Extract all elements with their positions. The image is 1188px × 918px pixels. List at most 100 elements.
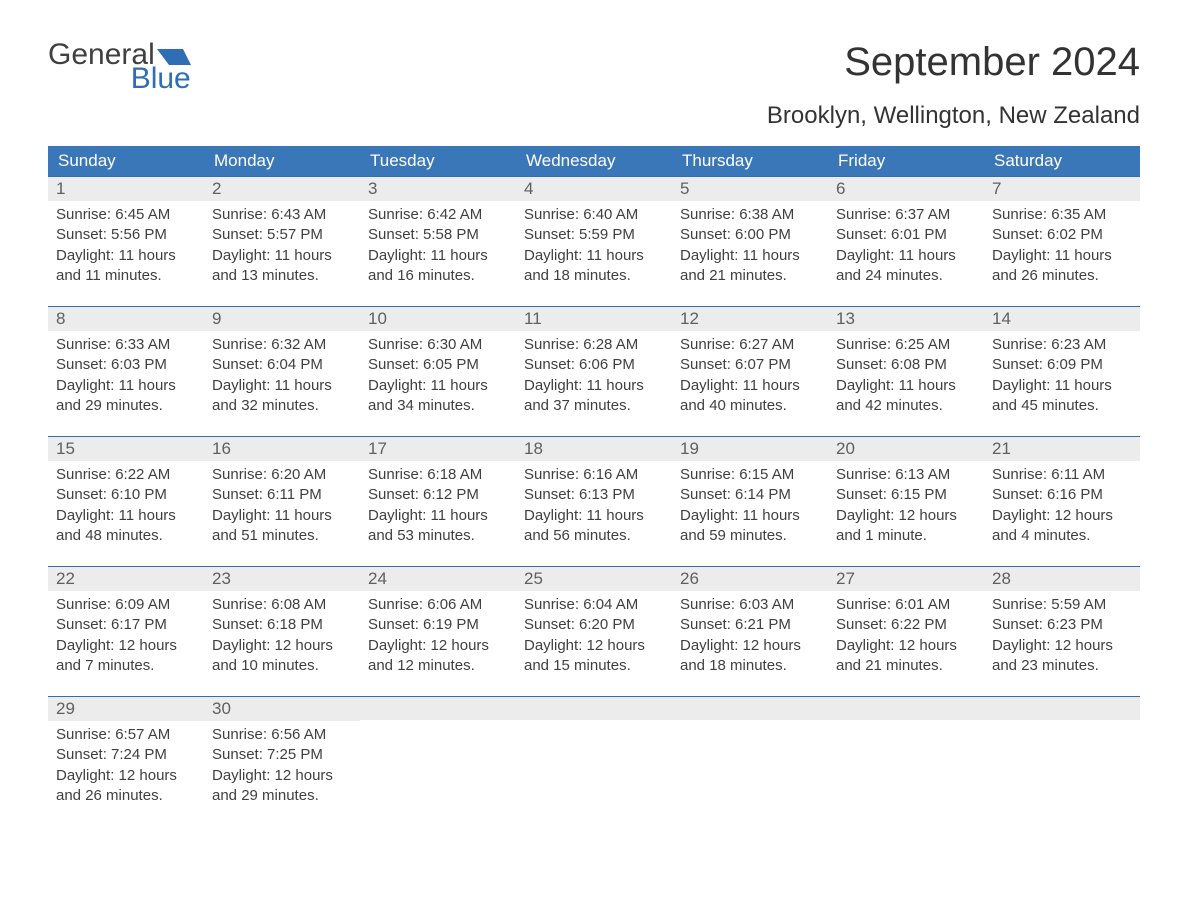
day-details: Sunrise: 6:35 AMSunset: 6:02 PMDaylight:… (984, 201, 1140, 290)
weekday-saturday: Saturday (984, 146, 1140, 176)
sunset-line: Sunset: 6:06 PM (524, 355, 664, 375)
calendar-cell (360, 696, 516, 826)
sunrise-line: Sunrise: 6:09 AM (56, 595, 196, 615)
day-details: Sunrise: 6:06 AMSunset: 6:19 PMDaylight:… (360, 591, 516, 680)
day-details: Sunrise: 6:03 AMSunset: 6:21 PMDaylight:… (672, 591, 828, 680)
day-number: 5 (672, 176, 828, 201)
daylight-line: Daylight: 12 hours and 7 minutes. (56, 636, 196, 677)
day-number: 15 (48, 436, 204, 461)
day-details: Sunrise: 6:15 AMSunset: 6:14 PMDaylight:… (672, 461, 828, 550)
calendar-table: SundayMondayTuesdayWednesdayThursdayFrid… (48, 146, 1140, 826)
sunrise-line: Sunrise: 6:20 AM (212, 465, 352, 485)
sunset-line: Sunset: 6:19 PM (368, 615, 508, 635)
day-number: 3 (360, 176, 516, 201)
sunset-line: Sunset: 5:59 PM (524, 225, 664, 245)
day-details: Sunrise: 6:27 AMSunset: 6:07 PMDaylight:… (672, 331, 828, 420)
day-details: Sunrise: 6:38 AMSunset: 6:00 PMDaylight:… (672, 201, 828, 290)
sunset-line: Sunset: 6:11 PM (212, 485, 352, 505)
sunset-line: Sunset: 6:22 PM (836, 615, 976, 635)
calendar-cell: 10Sunrise: 6:30 AMSunset: 6:05 PMDayligh… (360, 306, 516, 436)
daylight-line: Daylight: 11 hours and 16 minutes. (368, 246, 508, 287)
calendar-cell: 3Sunrise: 6:42 AMSunset: 5:58 PMDaylight… (360, 176, 516, 306)
sunset-line: Sunset: 6:15 PM (836, 485, 976, 505)
day-number: 10 (360, 306, 516, 331)
calendar-cell: 14Sunrise: 6:23 AMSunset: 6:09 PMDayligh… (984, 306, 1140, 436)
day-details: Sunrise: 6:22 AMSunset: 6:10 PMDaylight:… (48, 461, 204, 550)
day-number: 17 (360, 436, 516, 461)
calendar-cell: 22 Sunrise: 6:09 AMSunset: 6:17 PMDayligh… (48, 566, 204, 696)
day-number: 23 (204, 566, 360, 591)
sunset-line: Sunset: 6:02 PM (992, 225, 1132, 245)
day-details: Sunrise: 6:37 AMSunset: 6:01 PMDaylight:… (828, 201, 984, 290)
day-details: Sunrise: 6:30 AMSunset: 6:05 PMDaylight:… (360, 331, 516, 420)
sunrise-line: Sunrise: 6:42 AM (368, 205, 508, 225)
sunset-line: Sunset: 6:23 PM (992, 615, 1132, 635)
daylight-line: Daylight: 11 hours and 24 minutes. (836, 246, 976, 287)
sunrise-line: Sunrise: 6:45 AM (56, 205, 196, 225)
daylight-line: Daylight: 12 hours and 29 minutes. (212, 766, 352, 807)
daylight-line: Daylight: 11 hours and 45 minutes. (992, 376, 1132, 417)
daylight-line: Daylight: 11 hours and 29 minutes. (56, 376, 196, 417)
day-details: Sunrise: 6:11 AMSunset: 6:16 PMDaylight:… (984, 461, 1140, 550)
sunrise-line: Sunrise: 6:16 AM (524, 465, 664, 485)
sunset-line: Sunset: 6:20 PM (524, 615, 664, 635)
empty-day-header (828, 696, 984, 720)
sunset-line: Sunset: 6:09 PM (992, 355, 1132, 375)
calendar-cell: 13Sunrise: 6:25 AMSunset: 6:08 PMDayligh… (828, 306, 984, 436)
day-number: 14 (984, 306, 1140, 331)
daylight-line: Daylight: 12 hours and 26 minutes. (56, 766, 196, 807)
day-number: 22 (48, 566, 204, 591)
sunset-line: Sunset: 7:25 PM (212, 745, 352, 765)
calendar-cell: 5Sunrise: 6:38 AMSunset: 6:00 PMDaylight… (672, 176, 828, 306)
calendar-cell: 18Sunrise: 6:16 AMSunset: 6:13 PMDayligh… (516, 436, 672, 566)
sunrise-line: Sunrise: 6:13 AM (836, 465, 976, 485)
calendar-cell: 2Sunrise: 6:43 AMSunset: 5:57 PMDaylight… (204, 176, 360, 306)
sunrise-line: Sunrise: 6:27 AM (680, 335, 820, 355)
day-number: 9 (204, 306, 360, 331)
sunrise-line: Sunrise: 6:18 AM (368, 465, 508, 485)
sunrise-line: Sunrise: 6:06 AM (368, 595, 508, 615)
day-number: 20 (828, 436, 984, 461)
day-details: Sunrise: 6:08 AMSunset: 6:18 PMDaylight:… (204, 591, 360, 680)
sunset-line: Sunset: 6:13 PM (524, 485, 664, 505)
day-number: 30 (204, 696, 360, 721)
sunrise-line: Sunrise: 6:22 AM (56, 465, 196, 485)
calendar-row: 8Sunrise: 6:33 AMSunset: 6:03 PMDaylight… (48, 306, 1140, 436)
sunset-line: Sunset: 6:00 PM (680, 225, 820, 245)
day-number: 7 (984, 176, 1140, 201)
sunrise-line: Sunrise: 6:23 AM (992, 335, 1132, 355)
day-details: Sunrise: 6:23 AMSunset: 6:09 PMDaylight:… (984, 331, 1140, 420)
day-number: 13 (828, 306, 984, 331)
sunset-line: Sunset: 6:10 PM (56, 485, 196, 505)
day-number: 21 (984, 436, 1140, 461)
day-number: 11 (516, 306, 672, 331)
weekday-thursday: Thursday (672, 146, 828, 176)
day-details: Sunrise: 6:13 AMSunset: 6:15 PMDaylight:… (828, 461, 984, 550)
calendar-cell (516, 696, 672, 826)
sunrise-line: Sunrise: 6:25 AM (836, 335, 976, 355)
weekday-header-row: SundayMondayTuesdayWednesdayThursdayFrid… (48, 146, 1140, 176)
calendar-cell: 24Sunrise: 6:06 AMSunset: 6:19 PMDayligh… (360, 566, 516, 696)
calendar-cell: 12Sunrise: 6:27 AMSunset: 6:07 PMDayligh… (672, 306, 828, 436)
daylight-line: Daylight: 11 hours and 34 minutes. (368, 376, 508, 417)
daylight-line: Daylight: 11 hours and 37 minutes. (524, 376, 664, 417)
daylight-line: Daylight: 11 hours and 51 minutes. (212, 506, 352, 547)
calendar-cell: 27Sunrise: 6:01 AMSunset: 6:22 PMDayligh… (828, 566, 984, 696)
daylight-line: Daylight: 11 hours and 18 minutes. (524, 246, 664, 287)
calendar-cell: 21Sunrise: 6:11 AMSunset: 6:16 PMDayligh… (984, 436, 1140, 566)
daylight-line: Daylight: 11 hours and 21 minutes. (680, 246, 820, 287)
day-number: 26 (672, 566, 828, 591)
sunrise-line: Sunrise: 6:15 AM (680, 465, 820, 485)
day-details: Sunrise: 6:43 AMSunset: 5:57 PMDaylight:… (204, 201, 360, 290)
day-details: Sunrise: 6:01 AMSunset: 6:22 PMDaylight:… (828, 591, 984, 680)
sunset-line: Sunset: 6:07 PM (680, 355, 820, 375)
day-number: 29 (48, 696, 204, 721)
sunset-line: Sunset: 6:17 PM (56, 615, 196, 635)
calendar-cell: 11Sunrise: 6:28 AMSunset: 6:06 PMDayligh… (516, 306, 672, 436)
day-details: Sunrise: 6:57 AMSunset: 7:24 PMDaylight:… (48, 721, 204, 810)
calendar-cell: 29Sunrise: 6:57 AMSunset: 7:24 PMDayligh… (48, 696, 204, 826)
calendar-cell: 19Sunrise: 6:15 AMSunset: 6:14 PMDayligh… (672, 436, 828, 566)
sunset-line: Sunset: 6:08 PM (836, 355, 976, 375)
sunrise-line: Sunrise: 5:59 AM (992, 595, 1132, 615)
day-number: 12 (672, 306, 828, 331)
